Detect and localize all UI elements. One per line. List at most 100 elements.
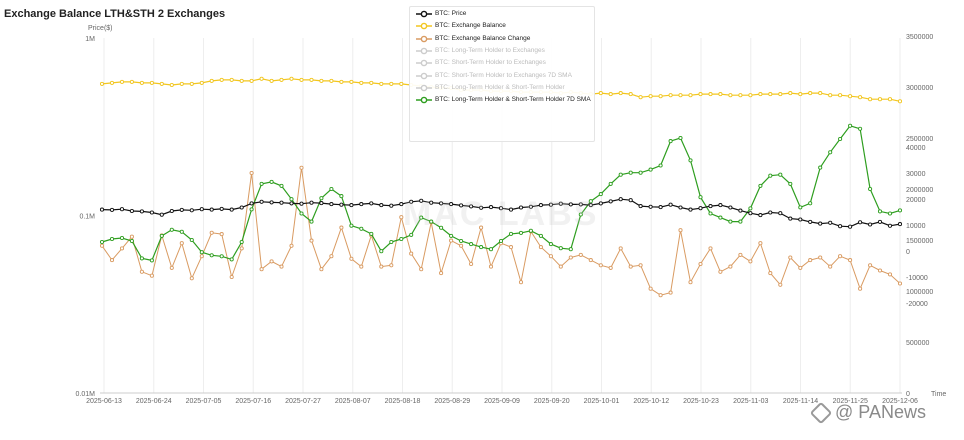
data-point — [149, 210, 154, 215]
data-point — [838, 224, 843, 229]
data-point — [449, 233, 454, 238]
data-point — [309, 238, 314, 243]
data-point — [728, 219, 733, 224]
data-point — [399, 215, 404, 220]
data-point — [808, 258, 813, 263]
data-point — [698, 206, 703, 211]
data-point — [469, 242, 474, 247]
data-point — [877, 219, 883, 224]
data-point — [159, 233, 164, 238]
right-balance-tick-label: 3500000 — [906, 34, 933, 41]
axis-layer: 2025-06-13 2025-06-24 2025-07-05 2025-07-16… — [76, 25, 947, 405]
x-tick-label: 2025-12-06 — [882, 398, 918, 405]
data-point — [818, 255, 823, 260]
data-point — [897, 99, 903, 104]
right-change-tick-label: 0 — [906, 249, 910, 256]
data-point — [628, 198, 633, 203]
data-point — [249, 78, 254, 83]
data-point — [299, 201, 304, 206]
data-point — [708, 92, 713, 97]
data-point — [648, 94, 653, 99]
data-point — [708, 204, 713, 209]
data-point — [858, 95, 863, 100]
x-tick-label: 2025-07-27 — [285, 398, 321, 405]
x-tick-label: 2025-09-09 — [484, 398, 520, 405]
x-tick-label: 2025-09-20 — [534, 398, 570, 405]
data-point — [309, 219, 314, 224]
data-point — [668, 290, 673, 295]
data-point — [289, 76, 294, 81]
data-point — [249, 207, 254, 212]
data-point — [648, 286, 653, 291]
data-point — [688, 207, 693, 212]
data-point — [389, 239, 394, 245]
right-balance-tick-label: 500000 — [906, 340, 929, 347]
data-point — [578, 202, 583, 207]
data-point — [419, 215, 424, 220]
data-point — [648, 204, 653, 209]
data-point — [598, 201, 603, 206]
data-point — [109, 258, 115, 263]
data-point — [399, 202, 404, 207]
data-point — [269, 179, 274, 184]
data-point — [588, 258, 593, 263]
data-point — [488, 205, 494, 210]
data-point — [329, 78, 334, 83]
data-point — [778, 211, 783, 216]
data-point — [578, 212, 583, 217]
data-point — [279, 77, 284, 82]
data-point — [229, 207, 234, 212]
data-point — [119, 207, 125, 212]
data-point — [99, 243, 105, 248]
data-point — [648, 167, 653, 172]
data-point — [688, 280, 693, 285]
data-point — [718, 215, 723, 220]
data-point — [738, 252, 743, 257]
data-point — [818, 91, 823, 96]
data-point — [229, 274, 234, 280]
data-point — [309, 200, 314, 205]
data-point — [319, 267, 324, 272]
x-tick-label: 2025-08-07 — [335, 398, 371, 405]
data-point — [309, 77, 314, 82]
data-point — [728, 264, 733, 269]
data-point — [748, 211, 753, 216]
x-tick-label: 2025-06-24 — [136, 398, 172, 405]
data-point — [868, 222, 873, 227]
data-point — [758, 213, 763, 218]
data-point — [369, 80, 374, 85]
legend-marker-icon — [416, 10, 432, 18]
data-point — [299, 77, 304, 82]
data-point — [678, 228, 683, 233]
data-point — [109, 207, 115, 212]
data-point — [798, 205, 803, 210]
data-point — [439, 225, 444, 230]
data-point — [139, 209, 144, 214]
data-point — [848, 258, 853, 263]
data-point — [568, 247, 573, 252]
data-point — [658, 94, 663, 99]
left-tick-label: 1M — [85, 36, 95, 43]
data-point — [848, 224, 853, 229]
data-point — [99, 239, 105, 245]
data-point — [608, 181, 613, 186]
data-point — [239, 78, 244, 83]
data-point — [139, 80, 144, 85]
data-point — [209, 78, 214, 83]
data-point — [159, 212, 164, 217]
data-point — [99, 81, 105, 86]
data-point — [608, 92, 613, 97]
data-point — [179, 81, 184, 86]
data-point — [379, 249, 384, 254]
legend-marker-icon — [416, 59, 432, 67]
series-layer — [99, 76, 903, 298]
data-point — [678, 135, 683, 141]
right-balance-tick-label: 1500000 — [906, 238, 933, 245]
data-point — [199, 254, 204, 259]
data-point — [868, 263, 873, 268]
data-point — [828, 150, 833, 155]
data-point — [658, 163, 663, 168]
legend-label: BTC: Price — [435, 10, 467, 17]
data-point — [459, 243, 464, 248]
data-point — [668, 202, 673, 207]
